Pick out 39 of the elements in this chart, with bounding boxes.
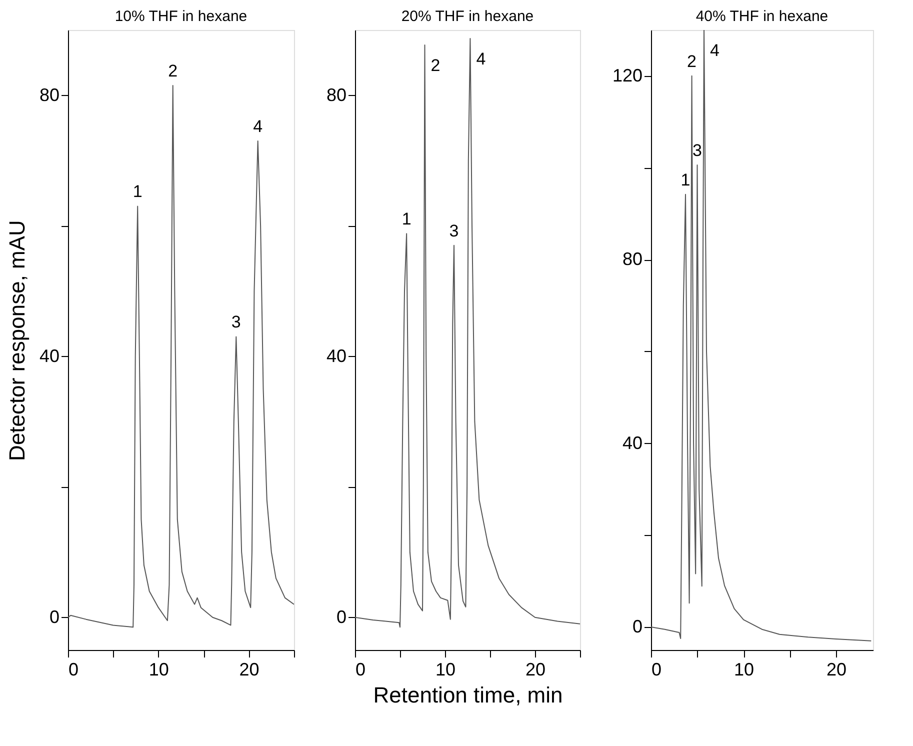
y-tick-label: 40 — [326, 346, 346, 366]
line-series — [355, 38, 580, 628]
x-tick-label: 20 — [239, 660, 260, 680]
annotation: 1 — [680, 170, 690, 190]
chart-title: 10% THF in hexane — [114, 8, 248, 25]
y-tick-label: 80 — [39, 84, 60, 105]
y-tick-label: 80 — [622, 249, 642, 270]
y-tick-label: 120 — [612, 65, 642, 86]
x-tick-label: 10 — [148, 660, 169, 680]
annotation: 3 — [449, 221, 459, 240]
y-tick-label: 40 — [39, 346, 60, 366]
y-tick-label: 0 — [336, 606, 346, 627]
line-series — [68, 84, 294, 628]
y-tick-label: 0 — [632, 616, 642, 637]
annotation: 1 — [132, 182, 142, 202]
x-tick-label: 20 — [525, 660, 546, 680]
annotation: 3 — [692, 141, 702, 160]
chart-title: 40% THF in hexane — [696, 8, 828, 25]
x-tick-label: 0 — [68, 660, 79, 680]
x-tick-label: 10 — [734, 660, 754, 680]
x-tick-label: 0 — [356, 660, 366, 680]
x-tick-label: 20 — [826, 660, 847, 680]
annotation: 3 — [231, 312, 241, 332]
chart-title: 20% THF in hexane — [401, 8, 534, 25]
annotation: 4 — [476, 49, 486, 68]
y-tick-label: 0 — [49, 606, 60, 627]
annotation: 4 — [253, 116, 263, 136]
y-tick-label: 40 — [622, 432, 642, 453]
annotation: 2 — [168, 61, 178, 80]
annotation: 2 — [430, 56, 440, 76]
x-tick-label: 0 — [652, 660, 662, 680]
x-axis-title: Retention time, min — [373, 682, 563, 708]
y-axis-title: Detector response, mAU — [4, 220, 30, 461]
line-series — [651, 30, 872, 642]
annotation: 1 — [402, 210, 412, 229]
annotation: 2 — [687, 52, 697, 71]
x-tick-label: 10 — [435, 660, 456, 680]
y-tick-label: 80 — [326, 84, 346, 105]
annotation: 4 — [710, 41, 720, 60]
